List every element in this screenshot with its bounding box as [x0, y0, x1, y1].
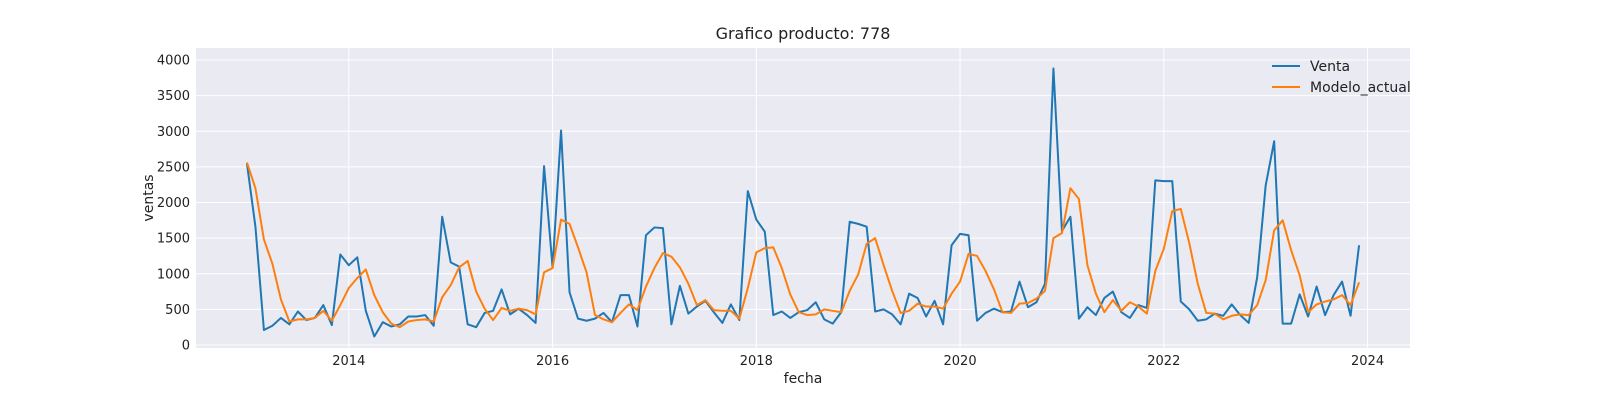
y-tick-label: 1000 — [157, 267, 190, 282]
x-tick-label: 2024 — [1351, 354, 1384, 369]
gridlines — [196, 48, 1410, 348]
legend-label: Venta — [1310, 59, 1350, 75]
legend-label: Modelo_actual — [1310, 80, 1411, 96]
x-tick-label: 2020 — [944, 354, 977, 369]
y-axis-ticks: 0 500 1000 1500 2000 2500 3000 3500 4000 — [157, 54, 190, 354]
y-tick-label: 4000 — [157, 54, 190, 69]
x-tick-label: 2018 — [740, 354, 773, 369]
plot-background — [196, 48, 1410, 348]
legend: Venta Modelo_actual — [1272, 59, 1411, 96]
x-axis-ticks: 2014 2016 2018 2020 2022 2024 — [332, 354, 1384, 369]
y-tick-label: 500 — [165, 303, 190, 318]
x-tick-label: 2014 — [332, 354, 365, 369]
y-tick-label: 2500 — [157, 160, 190, 175]
x-tick-label: 2022 — [1147, 354, 1180, 369]
y-tick-label: 1500 — [157, 232, 190, 247]
x-tick-label: 2016 — [536, 354, 569, 369]
y-tick-label: 3500 — [157, 89, 190, 104]
y-tick-label: 0 — [182, 339, 190, 354]
series-lines — [245, 67, 1361, 338]
series-line-modelo-actual — [245, 162, 1360, 329]
y-tick-label: 2000 — [157, 196, 190, 211]
chart-title: Grafico producto: 778 — [716, 24, 891, 43]
series-line-venta — [245, 67, 1361, 338]
y-axis-label: ventas — [141, 174, 157, 221]
y-tick-label: 3000 — [157, 125, 190, 140]
x-axis-label: fecha — [784, 371, 823, 387]
